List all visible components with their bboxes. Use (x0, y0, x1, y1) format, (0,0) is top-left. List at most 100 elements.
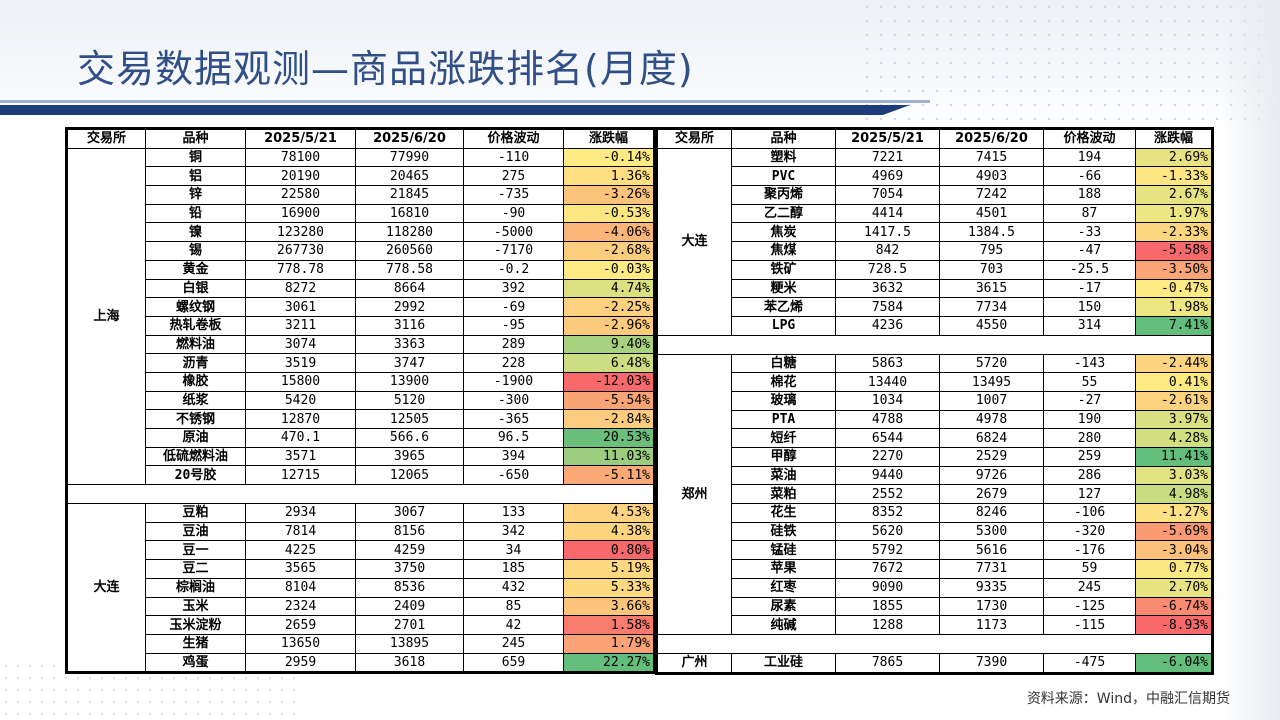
price-change-cell: -7170 (463, 241, 564, 261)
price-change-cell: 314 (1043, 315, 1136, 336)
table-row: LPG 4236 4550 314 7.41% (658, 315, 1212, 336)
price-end-cell: 8156 (355, 521, 464, 542)
price-start-cell: 8352 (835, 503, 940, 523)
pct-change-cell: 22.27% (563, 652, 654, 673)
pct-change-cell: -0.03% (563, 259, 654, 280)
pct-change-cell: -2.61% (1135, 390, 1212, 411)
product-cell: 豆二 (145, 559, 246, 579)
exchange-cell: 郑州 (657, 353, 732, 635)
product-cell: 锰硅 (731, 540, 836, 561)
price-change-cell: -66 (1043, 166, 1136, 187)
price-end-cell: 9726 (939, 465, 1044, 486)
price-change-cell: -1900 (463, 371, 564, 392)
price-end-cell: 1007 (939, 390, 1044, 411)
product-cell: 尿素 (731, 596, 836, 617)
price-change-cell: -300 (463, 390, 564, 411)
pct-change-cell: 9.40% (563, 334, 654, 355)
pct-change-cell: -0.47% (1135, 278, 1212, 299)
price-start-cell: 20190 (245, 166, 356, 187)
price-start-cell: 3211 (245, 315, 356, 336)
price-end-cell: 3618 (355, 652, 464, 673)
pct-change-cell: -2.25% (563, 297, 654, 317)
price-end-cell: 118280 (355, 222, 464, 243)
price-start-cell: 4225 (245, 540, 356, 561)
pct-change-cell: -5.69% (1135, 521, 1212, 542)
product-cell: 不锈钢 (145, 409, 246, 429)
price-start-cell: 8104 (245, 577, 356, 598)
product-cell: 锌 (145, 185, 246, 205)
price-start-cell: 4414 (835, 203, 940, 224)
price-change-cell: 286 (1043, 465, 1136, 486)
price-change-cell: -0.2 (463, 259, 564, 280)
price-start-cell: 778.78 (245, 259, 356, 280)
product-cell: 纸浆 (145, 390, 246, 411)
price-end-cell: 4501 (939, 203, 1044, 224)
price-start-cell: 22580 (245, 185, 356, 205)
product-cell: 黄金 (145, 259, 246, 280)
group-separator-row (67, 484, 654, 505)
exchange-cell: 上海 (67, 147, 146, 486)
price-start-cell: 3061 (245, 297, 356, 317)
price-change-cell: -25.5 (1043, 259, 1136, 280)
table-row: 广州 工业硅 7865 7390 -475 -6.04% (657, 652, 1212, 673)
pct-change-cell: -4.06% (563, 222, 654, 243)
price-end-cell: 7731 (939, 559, 1044, 579)
product-cell: 短纤 (731, 428, 836, 448)
product-cell: 锡 (145, 241, 246, 261)
table-row: 豆油 7814 8156 342 4.38% (68, 521, 654, 542)
pct-change-cell: 11.41% (1135, 447, 1212, 467)
price-end-cell: 20465 (355, 166, 464, 187)
price-start-cell: 7054 (835, 185, 940, 205)
price-start-cell: 4236 (835, 315, 940, 336)
price-change-cell: 34 (463, 540, 564, 561)
price-change-cell: -27 (1043, 390, 1136, 411)
pct-change-cell: -2.44% (1135, 353, 1212, 374)
product-cell: 白银 (145, 278, 246, 299)
price-change-cell: 280 (1043, 428, 1136, 448)
price-change-cell: -95 (463, 315, 564, 336)
price-end-cell: 12065 (355, 465, 464, 486)
product-cell: 橡胶 (145, 371, 246, 392)
price-change-cell: 659 (463, 652, 564, 673)
product-cell: 镍 (145, 222, 246, 243)
table-row: 豆一 4225 4259 34 0.80% (68, 540, 654, 561)
pct-change-cell: -0.53% (563, 203, 654, 224)
price-change-cell: -90 (463, 203, 564, 224)
price-end-cell: 2992 (355, 297, 464, 317)
pct-change-cell: 4.74% (563, 278, 654, 299)
price-start-cell: 1417.5 (835, 222, 940, 243)
product-cell: 玉米淀粉 (145, 615, 246, 635)
pct-change-cell: 3.03% (1135, 465, 1212, 486)
col-change-header: 价格波动 (463, 129, 564, 149)
col-pct-header: 涨跌幅 (563, 129, 654, 149)
col-date2-header: 2025/6/20 (355, 129, 464, 149)
pct-change-cell: -8.93% (1135, 615, 1212, 635)
price-start-cell: 16900 (245, 203, 356, 224)
price-change-cell: 194 (1043, 147, 1136, 168)
pct-change-cell: 1.58% (563, 615, 654, 635)
price-end-cell: 2701 (355, 615, 464, 635)
price-start-cell: 12870 (245, 409, 356, 429)
table-row: 上海铜 78100 77990 -110 -0.14% (67, 147, 654, 486)
price-change-cell: 228 (463, 353, 564, 373)
table-row: 聚丙烯 7054 7242 188 2.67% (658, 185, 1212, 205)
table-row: 沥青 3519 3747 228 6.48% (68, 353, 654, 373)
table-row: 锌 22580 21845 -735 -3.26% (68, 185, 654, 205)
price-start-cell: 2934 (245, 503, 356, 523)
table-row: 锰硅 5792 5616 -176 -3.04% (658, 540, 1212, 561)
price-change-cell: 55 (1043, 372, 1136, 392)
col-date1-header: 2025/5/21 (835, 129, 940, 149)
pct-change-cell: 0.41% (1135, 372, 1212, 392)
price-end-cell: 3747 (355, 353, 464, 373)
price-change-cell: -320 (1043, 521, 1136, 542)
price-end-cell: 13895 (355, 633, 464, 654)
price-change-cell: 432 (463, 577, 564, 598)
price-change-cell: 245 (1043, 577, 1136, 598)
price-change-cell: -5000 (463, 222, 564, 243)
product-cell: 铅 (145, 203, 246, 224)
product-cell: 玻璃 (731, 390, 836, 411)
product-cell: 菜粕 (731, 484, 836, 505)
table-row: 铁矿 728.5 703 -25.5 -3.50% (658, 259, 1212, 280)
price-change-cell: 188 (1043, 185, 1136, 205)
table-row: 原油 470.1 566.6 96.5 20.53% (68, 428, 654, 448)
